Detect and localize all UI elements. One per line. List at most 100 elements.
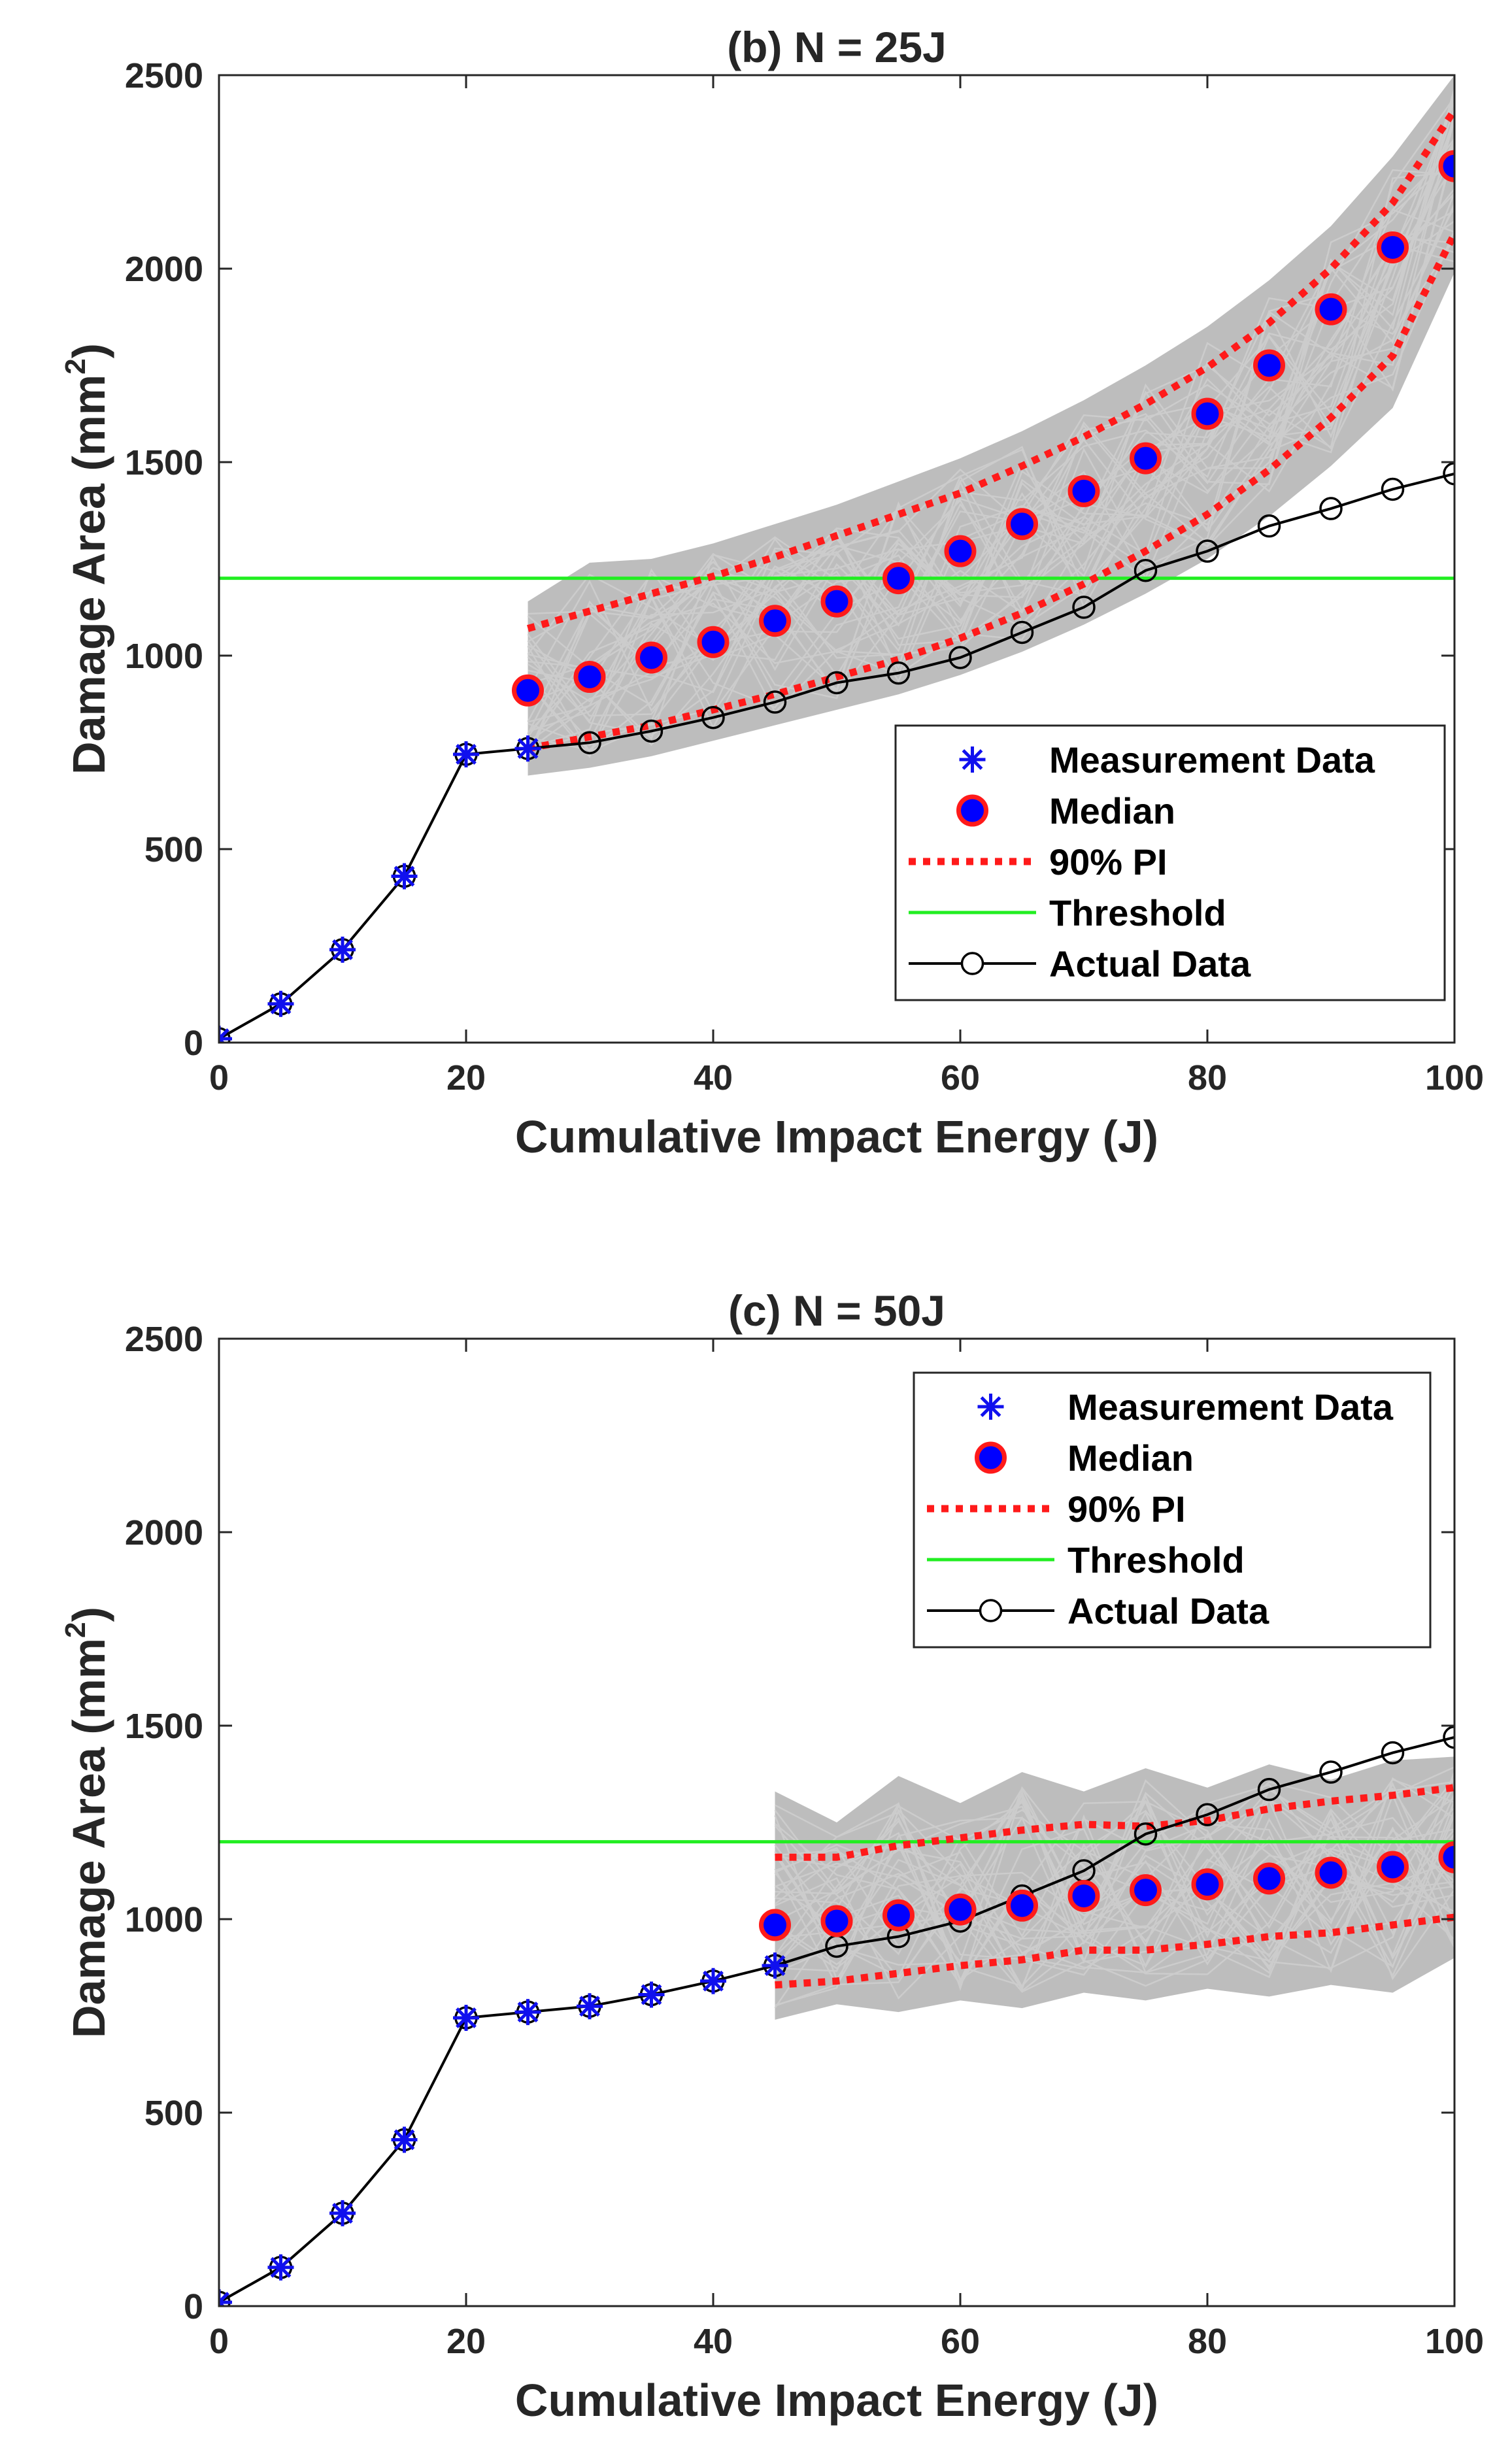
median-point: [1377, 1851, 1409, 1883]
legend-item: Actual Data: [927, 1590, 1269, 1632]
median-point: [635, 641, 667, 674]
x-tick-label: 60: [941, 1058, 980, 1097]
actual-data-point: [825, 671, 848, 695]
sample-trajectory: [774, 1787, 1454, 1976]
y-tick-label: 1000: [125, 637, 203, 676]
median-point: [1438, 150, 1454, 182]
sample-trajectory: [774, 1811, 1454, 1973]
y-tick-label: 2500: [125, 56, 203, 95]
measurement-point: [453, 741, 479, 767]
y-axis-label-superscript: 2: [59, 358, 92, 374]
sample-trajectory: [527, 207, 1454, 756]
x-tick-label: 60: [941, 2322, 980, 2361]
sample-trajectories: [527, 88, 1454, 763]
legend-item: Median: [956, 790, 1175, 831]
axes-box: [218, 74, 1456, 1044]
legend-label: Threshold: [1067, 1539, 1245, 1581]
sample-trajectory: [774, 1792, 1454, 1956]
chart-title: (c) N = 50J: [728, 1286, 945, 1335]
sample-trajectory: [527, 116, 1454, 754]
y-tick-label: 1000: [125, 1900, 203, 1939]
measurement-point: [762, 1952, 788, 1979]
measurement-point: [391, 2126, 418, 2153]
x-axis-label: Cumulative Impact Energy (J): [515, 2375, 1158, 2426]
actual-data-point: [1381, 477, 1405, 501]
sample-trajectory: [528, 140, 1454, 746]
actual-data-point: [1443, 1726, 1454, 1749]
legend: Measurement Data Median 90% PI Threshold Act…: [913, 1371, 1432, 1649]
sample-trajectory: [775, 1826, 1454, 1987]
x-tick-label: 20: [446, 1058, 486, 1097]
axes-box: [218, 1337, 1456, 2307]
y-tick-label: 500: [144, 2094, 203, 2133]
actual-data-point: [1010, 620, 1034, 645]
y-axis-label-close: ): [63, 343, 114, 358]
median-point: [944, 1893, 977, 1926]
legend-measurement-icon: [977, 1394, 1004, 1420]
chart-title: (b) N = 25J: [727, 23, 947, 71]
sample-trajectory: [528, 192, 1454, 746]
median-point: [1067, 475, 1100, 507]
legend-item: 90% PI: [909, 841, 1168, 882]
sample-trajectory: [774, 1771, 1454, 1981]
median-point: [573, 661, 606, 694]
median-point: [944, 535, 977, 567]
legend-actual-marker-icon: [960, 952, 984, 975]
y-tick-label: 0: [184, 2287, 203, 2326]
legend-label: Median: [1049, 790, 1175, 831]
legend-item: Median: [975, 1437, 1194, 1479]
legend-median-icon: [975, 1441, 1007, 1474]
sample-trajectory: [774, 1793, 1454, 1947]
x-tick-label: 40: [694, 2322, 733, 2361]
sample-trajectory: [774, 1777, 1454, 1971]
sample-trajectory: [527, 107, 1454, 758]
legend-actual-marker-icon: [979, 1599, 1003, 1622]
legend: Measurement Data Median 90% PI Threshold Act…: [894, 724, 1446, 1001]
y-tick-label: 0: [184, 1024, 203, 1063]
sample-trajectory: [528, 143, 1454, 640]
sample-trajectory: [775, 1779, 1454, 2006]
legend-item: Threshold: [909, 892, 1226, 933]
legend-item: Threshold: [927, 1539, 1245, 1581]
sample-trajectory: [527, 140, 1454, 741]
median-point: [697, 626, 730, 658]
sample-trajectory: [774, 1800, 1454, 2000]
y-tick-label: 2000: [125, 1513, 203, 1552]
measurement-point: [577, 1993, 603, 2020]
median-point: [1130, 442, 1162, 475]
legend-label: Measurement Data: [1067, 1386, 1394, 1428]
legend-measurement-icon: [959, 746, 986, 773]
legend-label: Threshold: [1049, 892, 1226, 933]
measurement-point: [453, 2004, 479, 2031]
y-axis-label-close: ): [63, 1607, 114, 1622]
legend-label: Median: [1067, 1437, 1194, 1479]
actual-data-line: [219, 1735, 1454, 2304]
y-tick-label: 2500: [125, 1320, 203, 1359]
y-tick-label: 2000: [125, 250, 203, 289]
median-point: [1191, 1868, 1224, 1901]
median-point: [1191, 397, 1224, 430]
legend-item: Measurement Data: [959, 739, 1375, 780]
x-tick-label: 20: [446, 2322, 486, 2361]
prediction-band: [775, 1756, 1454, 2020]
x-tick-label: 100: [1425, 2322, 1484, 2361]
median-point: [820, 585, 853, 618]
x-tick-label: 0: [209, 2322, 229, 2361]
sample-trajectory: [528, 171, 1454, 671]
actual-data-line: [219, 472, 1454, 1040]
actual-data-point: [1319, 497, 1343, 520]
sample-trajectory: [528, 158, 1454, 685]
actual-data-point: [1381, 1741, 1405, 1765]
actual-data-point: [1072, 595, 1096, 619]
measurement-point: [391, 863, 418, 890]
actual-data-point: [886, 661, 911, 685]
legend-item: 90% PI: [927, 1488, 1186, 1530]
median-point: [1377, 231, 1409, 263]
sample-trajectory: [527, 95, 1454, 734]
measurement-point: [329, 2200, 356, 2226]
sample-trajectory: [527, 188, 1454, 717]
actual-data-point: [763, 690, 787, 714]
sample-trajectory: [528, 203, 1454, 677]
median-point: [1315, 1856, 1347, 1889]
